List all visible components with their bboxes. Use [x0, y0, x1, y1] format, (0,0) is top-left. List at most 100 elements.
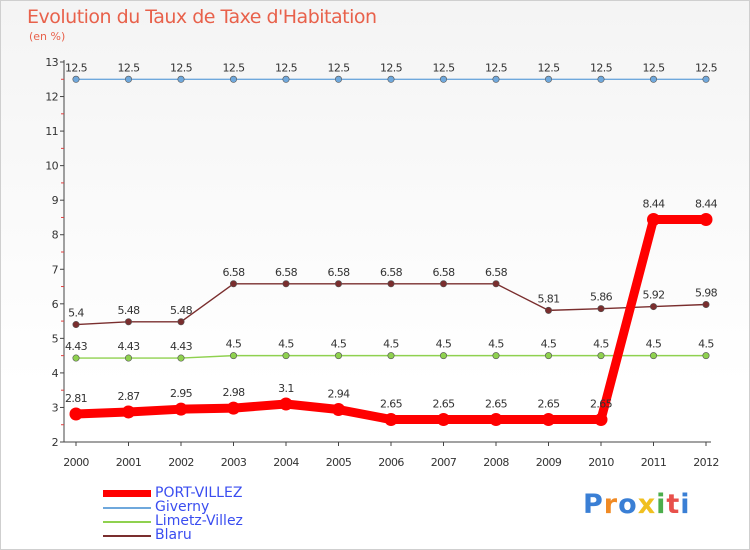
y-tick-label: 5 — [52, 332, 59, 345]
x-tick-label: 2009 — [536, 456, 562, 469]
data-point — [387, 75, 395, 83]
x-tick-label: 2012 — [693, 456, 719, 469]
logo-letter: i — [680, 489, 691, 520]
data-label: 12.5 — [590, 61, 613, 74]
data-label: 12.5 — [170, 61, 193, 74]
data-point — [174, 402, 188, 416]
data-label: 5.4 — [68, 307, 84, 320]
data-label: 4.5 — [541, 338, 557, 351]
data-label: 12.5 — [485, 61, 508, 74]
legend-item: PORT-VILLEZ — [103, 485, 363, 501]
data-point — [597, 75, 605, 83]
data-point — [230, 280, 238, 288]
y-tick-label: 10 — [45, 160, 58, 173]
data-label: 2.81 — [65, 392, 87, 405]
data-point — [334, 280, 342, 288]
data-point — [702, 75, 710, 83]
x-tick-label: 2011 — [641, 456, 667, 469]
data-label: 12.5 — [327, 61, 350, 74]
data-label: 5.48 — [117, 304, 140, 317]
data-label: 12.5 — [117, 61, 140, 74]
data-label: 2.65 — [380, 398, 403, 411]
data-label: 4.5 — [331, 338, 347, 351]
data-label: 4.43 — [170, 340, 193, 353]
data-label: 6.58 — [275, 266, 298, 279]
data-point — [387, 280, 395, 288]
x-tick-label: 2004 — [273, 456, 299, 469]
y-tick-label: 8 — [52, 229, 59, 242]
data-point — [230, 352, 238, 360]
data-point — [125, 354, 133, 362]
data-point — [334, 75, 342, 83]
data-point — [439, 75, 447, 83]
x-tick-label: 2002 — [168, 456, 194, 469]
data-point — [177, 354, 185, 362]
y-tick-label: 7 — [52, 263, 59, 276]
x-tick-label: 2001 — [116, 456, 142, 469]
data-label: 2.65 — [432, 398, 455, 411]
data-point — [597, 352, 605, 360]
x-tick-label: 2000 — [63, 456, 89, 469]
legend-item: Limetz-Villez — [103, 513, 363, 529]
data-point — [492, 75, 500, 83]
data-point — [72, 75, 80, 83]
x-tick-label: 2007 — [431, 456, 457, 469]
data-point — [282, 75, 290, 83]
data-point — [542, 413, 555, 427]
data-label: 6.58 — [380, 266, 403, 279]
logo-letter: i — [656, 489, 667, 520]
logo-letter: P — [583, 489, 604, 520]
legend-label: PORT-VILLEZ — [155, 485, 243, 501]
x-tick-label: 2006 — [378, 456, 404, 469]
data-point — [332, 403, 345, 417]
legend-item: Blaru — [103, 527, 363, 543]
data-label: 4.43 — [65, 340, 88, 353]
data-point — [647, 213, 660, 227]
data-point — [702, 352, 710, 360]
proxiti-logo: Proxiti — [583, 489, 691, 520]
data-label: 4.43 — [117, 340, 140, 353]
logo-letter: o — [618, 489, 638, 520]
chart-title: Evolution du Taux de Taxe d'Habitation — [27, 6, 377, 28]
data-point — [439, 352, 447, 360]
data-label: 2.65 — [485, 398, 508, 411]
legend-swatch — [103, 535, 151, 537]
x-tick-label: 2003 — [221, 456, 247, 469]
data-label: 2.65 — [537, 398, 560, 411]
data-label: 4.5 — [278, 338, 294, 351]
data-point — [177, 318, 185, 326]
data-label: 4.5 — [226, 338, 242, 351]
data-point — [69, 407, 83, 421]
data-point — [282, 280, 290, 288]
data-label: 12.5 — [642, 61, 665, 74]
data-label: 12.5 — [380, 61, 403, 74]
data-label: 8.44 — [695, 198, 718, 211]
data-label: 12.5 — [432, 61, 455, 74]
data-point — [544, 352, 552, 360]
legend-label: Giverny — [155, 499, 210, 515]
data-label: 5.81 — [537, 292, 559, 305]
y-tick-label: 11 — [45, 125, 58, 138]
data-label: 2.98 — [222, 386, 245, 399]
y-tick-label: 12 — [45, 91, 58, 104]
data-point — [384, 413, 398, 427]
data-point — [334, 352, 342, 360]
data-point — [594, 413, 608, 427]
data-label: 2.94 — [327, 388, 350, 401]
data-point — [492, 352, 500, 360]
data-label: 6.58 — [327, 266, 350, 279]
data-label: 3.1 — [278, 382, 294, 395]
data-label: 12.5 — [275, 61, 298, 74]
legend-label: Blaru — [155, 527, 192, 543]
logo-letter: x — [637, 489, 657, 520]
data-point — [492, 280, 500, 288]
data-label: 5.98 — [695, 287, 718, 300]
y-tick-label: 9 — [52, 194, 59, 207]
data-point — [439, 280, 447, 288]
data-label: 4.5 — [383, 338, 399, 351]
data-point — [177, 75, 185, 83]
data-label: 2.95 — [170, 387, 193, 400]
data-point — [282, 352, 290, 360]
